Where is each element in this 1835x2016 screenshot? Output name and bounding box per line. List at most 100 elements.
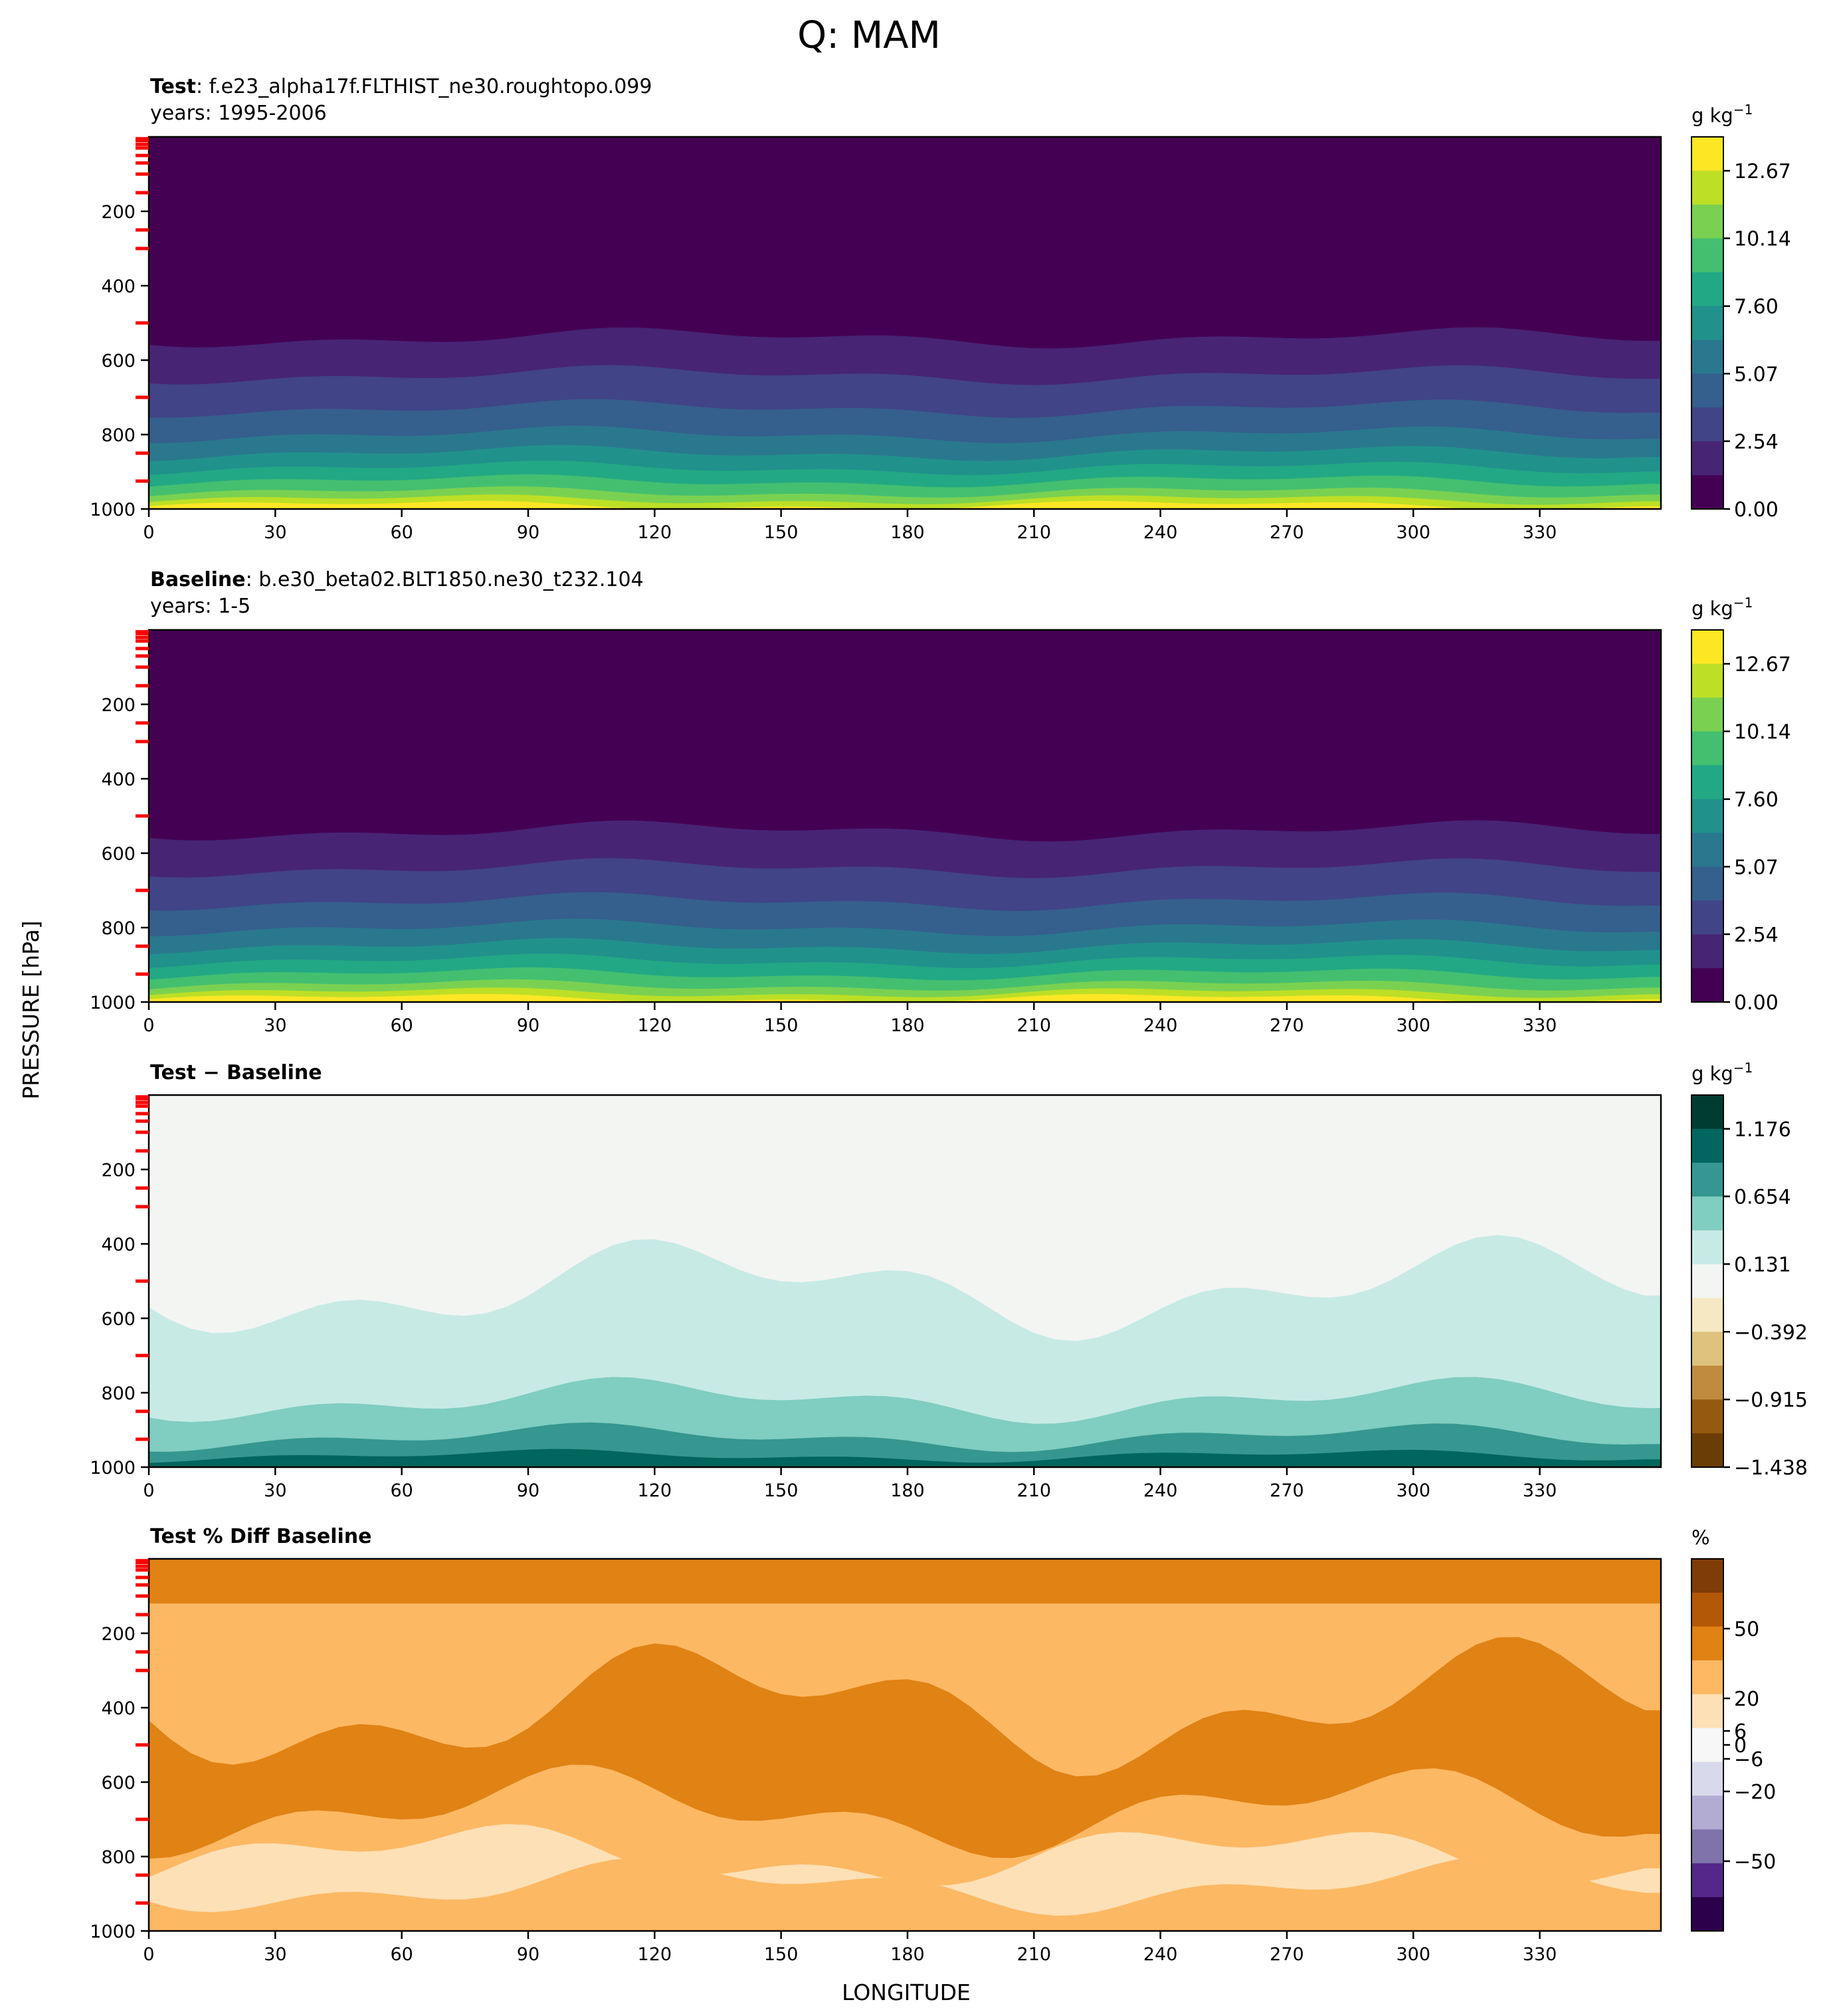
x-tick-label: 60 (390, 1944, 413, 1965)
colorbar-segment (1691, 968, 1723, 1003)
y-tick-label: 200 (101, 202, 136, 223)
x-tick-label: 150 (764, 1480, 799, 1501)
colorbar-segment (1691, 340, 1723, 374)
colorbar-tick-label: 5.07 (1734, 856, 1779, 879)
panel-3: Test − Baseline 0 30 60 90 120 150 180 210 240 270… (90, 1060, 1808, 1501)
x-tick-label: 0 (143, 522, 154, 543)
y-tick-label: 400 (101, 1698, 136, 1719)
colorbar-segment (1691, 697, 1723, 732)
panel-title-bold: Baseline (150, 568, 246, 591)
x-tick-label: 270 (1270, 1480, 1304, 1501)
colorbar-segment (1691, 1762, 1723, 1796)
x-tick-label: 0 (143, 1480, 154, 1501)
panel-title-bold: Test (150, 75, 196, 98)
colorbar-unit-base: % (1691, 1526, 1710, 1549)
x-tick-label: 150 (764, 1944, 799, 1965)
colorbar-segment (1691, 1196, 1723, 1231)
x-tick-label: 270 (1270, 1015, 1304, 1036)
x-tick-label: 240 (1143, 1944, 1178, 1965)
colorbar-segment (1691, 1694, 1723, 1729)
colorbar-unit: % (1691, 1526, 1710, 1549)
colorbar-segment (1691, 1264, 1723, 1298)
colorbar-tick-label: 2.54 (1734, 924, 1779, 947)
colorbar-segment (1691, 866, 1723, 901)
panel-2: Baseline: b.e30_beta02.BLT1850.ne30_t232… (90, 568, 1791, 1036)
colorbar-segment (1691, 204, 1723, 239)
colorbar-segment (1691, 441, 1723, 476)
x-tick-label: 180 (890, 1015, 925, 1036)
x-tick-label: 30 (264, 522, 286, 543)
x-tick-label: 120 (638, 1480, 672, 1501)
colorbar-tick-label: −6 (1734, 1748, 1763, 1771)
x-tick-label: 60 (390, 522, 413, 543)
colorbar-tick-label: −20 (1734, 1781, 1776, 1804)
y-tick-label: 400 (101, 1235, 136, 1255)
colorbar-segment (1691, 238, 1723, 273)
x-tick-label: 120 (638, 1944, 672, 1965)
y-tick-label: 1000 (90, 500, 136, 520)
colorbar-tick-label: 7.60 (1734, 296, 1779, 319)
colorbar-segment (1691, 731, 1723, 766)
colorbar-tick-label: −0.915 (1734, 1389, 1808, 1412)
contour-band (149, 1559, 1661, 1604)
colorbar-segment (1691, 170, 1723, 205)
colorbar-segment (1691, 306, 1723, 340)
x-tick-label: 300 (1397, 1480, 1431, 1501)
x-tick-label: 180 (890, 1480, 925, 1501)
colorbar-segment (1691, 1829, 1723, 1864)
heatmap-field (149, 137, 1661, 509)
x-tick-label: 210 (1017, 522, 1052, 543)
colorbar-unit: g kg−1 (1691, 1060, 1753, 1085)
x-tick-label: 330 (1523, 522, 1557, 543)
colorbar-segment (1691, 1095, 1723, 1130)
colorbar-segment (1691, 1433, 1723, 1468)
x-tick-label: 270 (1270, 522, 1304, 543)
x-tick-label: 90 (517, 1015, 539, 1036)
colorbar-unit-base: g kg (1691, 597, 1733, 620)
x-tick-label: 300 (1397, 1944, 1431, 1965)
colorbar-segment (1691, 765, 1723, 800)
x-tick-label: 180 (890, 522, 925, 543)
colorbar-segment (1691, 1230, 1723, 1265)
colorbar-tick-label: 0.00 (1734, 498, 1779, 522)
colorbar-segment (1691, 137, 1723, 171)
colorbar-segment (1691, 934, 1723, 969)
colorbar-segment (1691, 630, 1723, 664)
colorbar-unit-sup: −1 (1733, 1060, 1753, 1076)
x-tick-label: 30 (264, 1480, 286, 1501)
colorbar-tick-label: 20 (1734, 1688, 1759, 1711)
panel-title-bold: Test % Diff Baseline (150, 1525, 372, 1548)
colorbar-segment (1691, 1660, 1723, 1695)
colorbar-frame (1691, 629, 1724, 1003)
colorbar-tick-label: 10.14 (1734, 228, 1791, 251)
x-tick-label: 60 (390, 1480, 413, 1501)
y-tick-label: 200 (101, 695, 136, 716)
colorbar-segment (1691, 1298, 1723, 1332)
colorbar-segment (1691, 1399, 1723, 1434)
x-tick-label: 150 (764, 522, 799, 543)
colorbar-tick-label: 0 (1734, 1734, 1747, 1758)
colorbar-unit: g kg−1 (1691, 102, 1753, 127)
x-tick-label: 330 (1523, 1480, 1557, 1501)
colorbar-segment (1691, 1728, 1723, 1762)
colorbar-segment (1691, 1863, 1723, 1898)
y-tick-label: 400 (101, 276, 136, 297)
colorbar-unit: g kg−1 (1691, 595, 1753, 620)
colorbar-tick-label: 10.14 (1734, 721, 1791, 744)
x-tick-label: 240 (1143, 522, 1178, 543)
y-tick-label: 1000 (90, 1922, 136, 1942)
x-tick-label: 90 (517, 1944, 539, 1965)
y-tick-label: 1000 (90, 993, 136, 1013)
x-tick-label: 240 (1143, 1015, 1178, 1036)
colorbar-segment (1691, 407, 1723, 442)
panel-title: Test − Baseline (150, 1061, 322, 1084)
colorbar-unit-base: g kg (1691, 104, 1733, 127)
colorbar-segment (1691, 1592, 1723, 1627)
colorbar-tick-label: 7.60 (1734, 789, 1779, 812)
x-tick-label: 180 (890, 1944, 925, 1965)
colorbar-tick-label: −50 (1734, 1851, 1776, 1874)
colorbar-tick-label: 50 (1734, 1618, 1759, 1641)
colorbar-tick-label: 6 (1734, 1720, 1747, 1744)
y-tick-label: 800 (101, 1847, 136, 1868)
